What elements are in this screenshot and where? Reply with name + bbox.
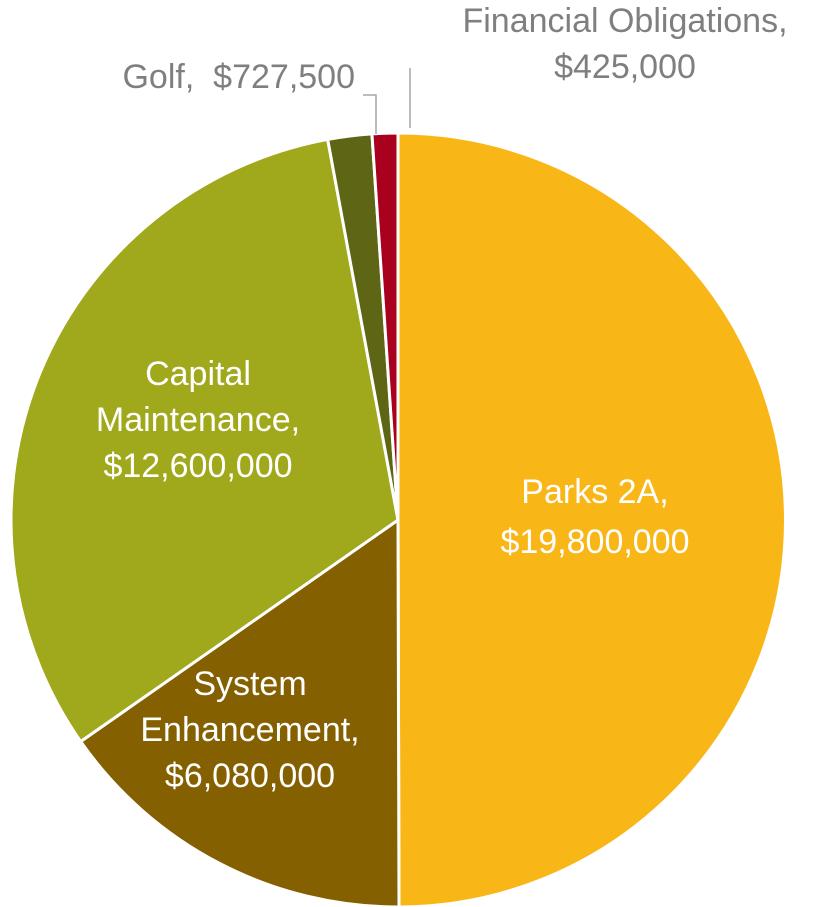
slice-label-line: System: [193, 665, 306, 703]
slice-label-line: $19,800,000: [500, 523, 689, 561]
pie-slice-system-enhancement: [78, 517, 401, 907]
slice-labels: Parks 2A, $19,800,000 System Enhancement, $6…: [96, 2, 788, 795]
pie-slice-parks-2a: [396, 131, 787, 907]
pie-slice-capital-maintenance: [9, 137, 400, 744]
slice-label-line: Financial Obligations,: [462, 2, 787, 40]
pie-slice-financial-obligations: [370, 131, 400, 521]
slice-label-line: Golf, $727,500: [122, 58, 355, 96]
leader-lines: [363, 68, 411, 134]
slice-label-line: $425,000: [554, 48, 696, 86]
slice-label-capital-maintenance: Capital Maintenance, $12,600,000: [96, 355, 300, 485]
slice-label-line: Maintenance,: [96, 401, 300, 439]
slice-label-parks-2a: Parks 2A, $19,800,000: [500, 473, 689, 561]
slice-label-line: Capital: [145, 355, 251, 393]
slice-label-line: $12,600,000: [103, 447, 292, 485]
leader-line-golf: [363, 94, 377, 134]
slice-label-line: Parks 2A,: [521, 473, 668, 511]
pie-slices: [9, 131, 787, 907]
slice-label-system-enhancement: System Enhancement, $6,080,000: [140, 665, 359, 795]
slice-label-golf: Golf, $727,500: [122, 58, 355, 96]
slice-label-line: $6,080,000: [165, 757, 335, 795]
slice-label-line: Enhancement,: [140, 711, 359, 749]
slice-label-financial-obligations: Financial Obligations, $425,000: [462, 2, 787, 86]
